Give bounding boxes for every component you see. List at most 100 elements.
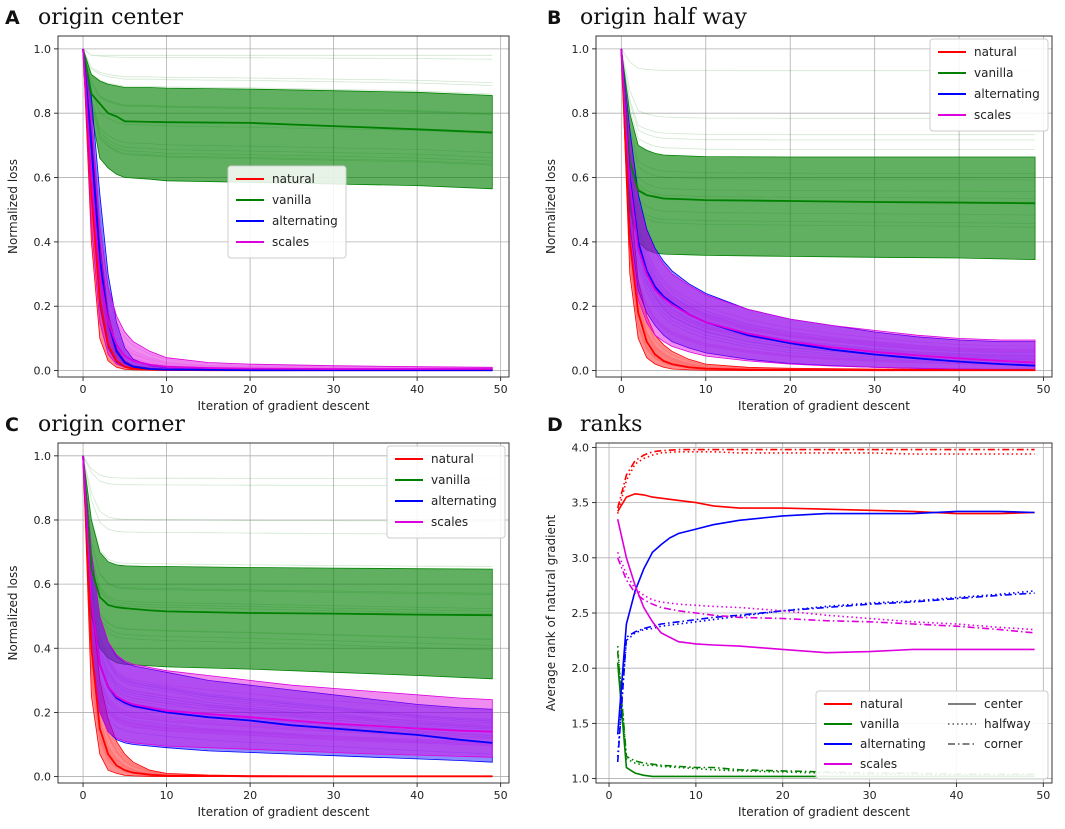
x-tick-label: 0 (80, 383, 87, 396)
legend-label-alternating: alternating (272, 214, 338, 228)
x-tick-label: 50 (494, 789, 508, 802)
x-tick-label: 20 (243, 383, 257, 396)
line-scales-halfway (616, 552, 1035, 631)
trajectory-scales (82, 455, 493, 712)
line-alternating-corner (616, 592, 1035, 763)
y-tick-label: 0.0 (34, 365, 52, 378)
line-scales (620, 48, 1036, 364)
y-tick-label: 3.0 (572, 552, 590, 565)
panel-D: 0 10 20 30 40 50 1.0 1.5 2.0 2.5 3.0 3.5 4.0 Iteratio… (544, 412, 1053, 819)
x-tick-label: 50 (1036, 789, 1050, 802)
y-tick-label: 0.2 (34, 706, 52, 719)
trajectory-alternating (82, 455, 493, 722)
line-scales (82, 48, 493, 370)
panel-letter: D (547, 414, 563, 436)
x-tick-label: 40 (952, 383, 966, 396)
trajectory-alternating (620, 48, 1036, 352)
y-tick-label: 1.0 (572, 43, 590, 56)
y-tick-label: 0.6 (34, 172, 52, 185)
legend-box (929, 38, 1049, 132)
band-vanilla (82, 455, 493, 680)
trajectory-scales (620, 48, 1036, 365)
trajectory-alternating (82, 455, 493, 747)
y-tick-label: 0.6 (572, 172, 590, 185)
axes-frame (595, 35, 1053, 378)
trajectory-alternating (82, 455, 493, 728)
line-alternating-halfway (616, 590, 1035, 757)
x-tick-label: 10 (699, 383, 713, 396)
panel-letter: C (5, 414, 19, 436)
trajectory-scales (620, 48, 1036, 366)
legend-box (386, 445, 506, 539)
trajectory-scales (82, 48, 493, 369)
legend: natural vanilla alternating scales (227, 165, 347, 259)
y-tick-label: 0.0 (34, 771, 52, 784)
legend-label-vanilla: vanilla (431, 473, 470, 487)
y-tick-label: 2.5 (572, 607, 590, 620)
legend: natural vanilla alternating scales (386, 445, 506, 539)
trajectory-scales (82, 455, 493, 725)
y-tick-label: 1.0 (34, 450, 52, 463)
trajectory-scales (82, 455, 493, 743)
panel-title: origin center (38, 5, 183, 30)
line-vanilla (82, 455, 493, 617)
trajectory-vanilla (82, 48, 493, 95)
y-tick-label: 0.4 (572, 236, 590, 249)
legend-label-natural: natural (860, 697, 903, 711)
x-tick-label: 0 (80, 789, 87, 802)
legend-label-natural: natural (431, 452, 474, 466)
line-natural-halfway (616, 450, 1035, 514)
y-tick-label: 0.8 (572, 107, 590, 120)
x-axis-label: Iteration of gradient descent (197, 399, 369, 413)
legend-label-scales: scales (431, 515, 468, 529)
panel-letter: A (5, 7, 20, 29)
legend-label-scales: scales (272, 235, 309, 249)
legend-style-label-halfway: halfway (984, 717, 1031, 731)
plot-area (82, 455, 493, 778)
plot-area (82, 48, 493, 372)
y-tick-label: 1.0 (572, 773, 590, 786)
x-tick-label: 50 (494, 383, 508, 396)
x-tick-label: 20 (243, 789, 257, 802)
trajectory-vanilla (82, 48, 493, 60)
trajectory-scales (620, 48, 1036, 351)
trajectory-scales (82, 455, 493, 744)
x-axis-label: Iteration of gradient descent (738, 805, 910, 819)
legend-style-label-corner: corner (984, 737, 1023, 751)
band-scales (620, 48, 1036, 371)
trajectory-alternating (620, 48, 1036, 353)
trajectory-alternating (82, 455, 493, 730)
trajectory-alternating (82, 455, 493, 721)
panel-B: 0 10 20 30 40 50 0.0 0.2 0.4 0.6 0.8 1.0 Iteration o… (544, 5, 1053, 413)
y-tick-label: 0.8 (34, 514, 52, 527)
x-tick-label: 0 (606, 789, 613, 802)
trajectory-vanilla (620, 48, 1036, 136)
trajectory-scales (620, 48, 1036, 350)
trajectory-scales (82, 455, 493, 720)
y-tick-label: 3.5 (572, 497, 590, 510)
legend-label-vanilla: vanilla (974, 66, 1013, 80)
trajectory-scales (620, 48, 1036, 347)
trajectory-vanilla (620, 48, 1036, 150)
x-tick-label: 20 (783, 383, 797, 396)
panel-title: origin half way (580, 5, 747, 30)
x-tick-label: 10 (160, 383, 174, 396)
y-axis-label: Normalized loss (6, 159, 20, 254)
legend-label-natural: natural (272, 172, 315, 186)
line-scales-center (616, 519, 1035, 654)
legend-label-alternating: alternating (974, 87, 1040, 101)
y-tick-label: 0.4 (34, 642, 52, 655)
trajectory-scales (82, 455, 493, 738)
band-vanilla (620, 48, 1036, 261)
trajectory-scales (620, 48, 1036, 352)
panel-title: origin corner (38, 412, 185, 437)
trajectory-alternating (82, 455, 493, 732)
legend: natural vanilla alternating scales (929, 38, 1049, 132)
trajectory-alternating (620, 48, 1036, 356)
trajectory-scales (620, 48, 1036, 365)
legend-box (227, 165, 347, 259)
x-tick-label: 20 (776, 789, 790, 802)
y-tick-label: 1.5 (572, 717, 590, 730)
x-tick-label: 30 (327, 383, 341, 396)
